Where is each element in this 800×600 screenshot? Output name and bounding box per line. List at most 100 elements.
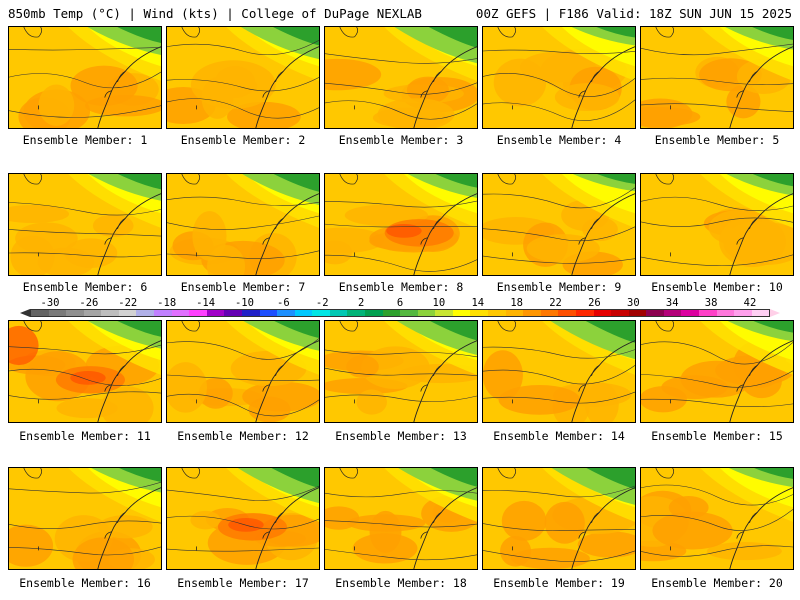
ensemble-member-label: Ensemble Member: 20 xyxy=(651,576,783,590)
colorbar-right-arrow xyxy=(770,309,780,317)
ensemble-member-map xyxy=(324,467,478,570)
colorbar-swatch xyxy=(400,310,418,316)
colorbar-swatch xyxy=(452,310,471,316)
colorbar-tick-label: 22 xyxy=(549,297,562,309)
colorbar-swatch xyxy=(734,310,752,316)
ensemble-member-label: Ensemble Member: 4 xyxy=(496,133,622,147)
colorbar-swatch xyxy=(716,310,735,316)
colorbar-swatch xyxy=(628,310,647,316)
colorbar-tick-label: 26 xyxy=(588,297,601,309)
ensemble-member-map xyxy=(324,26,478,129)
colorbar-swatch xyxy=(206,310,225,316)
colorbar-swatch xyxy=(136,310,155,316)
colorbar-swatch xyxy=(259,310,278,316)
colorbar-tick-label: -2 xyxy=(315,297,329,309)
colorbar-tick-label: -30 xyxy=(40,297,60,309)
ensemble-member-label: Ensemble Member: 5 xyxy=(654,133,780,147)
ensemble-member-label: Ensemble Member: 14 xyxy=(493,429,625,443)
colorbar-swatch xyxy=(101,310,119,316)
colorbar-swatch xyxy=(83,310,102,316)
colorbar-swatch xyxy=(505,310,524,316)
ensemble-member-map xyxy=(324,173,478,276)
ensemble-member-map xyxy=(640,320,794,423)
ensemble-member-map xyxy=(166,26,320,129)
colorbar-tick-label: -22 xyxy=(118,297,138,309)
ensemble-member-label: Ensemble Member: 19 xyxy=(493,576,625,590)
colorbar-swatch xyxy=(294,310,313,316)
colorbar-tick-label: 2 xyxy=(357,297,365,309)
colorbar-swatch xyxy=(558,310,576,316)
ensemble-member-label: Ensemble Member: 3 xyxy=(338,133,464,147)
colorbar-tick-label: -14 xyxy=(196,297,216,309)
ensemble-member-label: Ensemble Member: 6 xyxy=(22,280,148,294)
ensemble-member-label: Ensemble Member: 15 xyxy=(651,429,783,443)
colorbar-swatch xyxy=(31,310,49,316)
ensemble-member-map xyxy=(8,320,162,423)
colorbar-swatch xyxy=(277,310,295,316)
colorbar-strip xyxy=(30,309,770,317)
colorbar-swatch xyxy=(698,310,717,316)
ensemble-member-label: Ensemble Member: 16 xyxy=(19,576,151,590)
colorbar-tick-label: -10 xyxy=(234,297,254,309)
colorbar-swatch xyxy=(382,310,401,316)
colorbar-swatch xyxy=(224,310,242,316)
colorbar-swatch xyxy=(593,310,612,316)
colorbar-tick-label: -18 xyxy=(157,297,177,309)
colorbar-tick-label: 14 xyxy=(471,297,485,309)
colorbar-tick-label: 42 xyxy=(743,297,757,309)
ensemble-member-label: Ensemble Member: 10 xyxy=(651,280,783,294)
colorbar-tick-label: -26 xyxy=(79,297,99,309)
colorbar-swatch xyxy=(154,310,172,316)
colorbar-swatch xyxy=(66,310,84,316)
colorbar-swatch xyxy=(48,310,67,316)
ensemble-member-map xyxy=(482,173,636,276)
colorbar-swatch xyxy=(611,310,629,316)
colorbar-tick-label: 10 xyxy=(432,297,446,309)
colorbar-left-arrow xyxy=(20,309,30,317)
ensemble-member-label: Ensemble Member: 13 xyxy=(335,429,467,443)
ensemble-member-map xyxy=(482,320,636,423)
ensemble-member-map xyxy=(324,320,478,423)
colorbar-swatch xyxy=(171,310,190,316)
colorbar-swatch xyxy=(329,310,348,316)
colorbar-swatch xyxy=(347,310,365,316)
colorbar-swatch xyxy=(488,310,506,316)
ensemble-member-label: Ensemble Member: 9 xyxy=(496,280,622,294)
colorbar-swatch xyxy=(189,310,207,316)
colorbar-swatch xyxy=(417,310,436,316)
colorbar-swatch xyxy=(364,310,383,316)
colorbar-swatch xyxy=(470,310,489,316)
colorbar-swatch xyxy=(663,310,682,316)
ensemble-member-map xyxy=(640,26,794,129)
colorbar-swatch xyxy=(681,310,699,316)
ensemble-member-label: Ensemble Member: 17 xyxy=(177,576,309,590)
colorbar-swatch xyxy=(523,310,541,316)
colorbar-swatch xyxy=(575,310,594,316)
colorbar-swatch xyxy=(751,310,770,316)
colorbar-swatch xyxy=(540,310,559,316)
ensemble-member-map xyxy=(8,26,162,129)
ensemble-member-map xyxy=(166,320,320,423)
colorbar: -30 -26 -22 -18 -14 -10 -6 -2 2 6 10 14 18 22 26 30 34 38… xyxy=(8,297,792,319)
colorbar-tick-label: -6 xyxy=(277,297,290,309)
ensemble-member-label: Ensemble Member: 7 xyxy=(180,280,306,294)
ensemble-member-label: Ensemble Member: 8 xyxy=(338,280,464,294)
ensemble-member-map xyxy=(640,467,794,570)
colorbar-swatch xyxy=(435,310,453,316)
ensemble-member-label: Ensemble Member: 18 xyxy=(335,576,467,590)
ensemble-member-label: Ensemble Member: 11 xyxy=(19,429,151,443)
ensemble-member-map xyxy=(8,467,162,570)
ensemble-member-label: Ensemble Member: 2 xyxy=(180,133,306,147)
ensemble-member-map xyxy=(166,467,320,570)
ensemble-member-map xyxy=(482,26,636,129)
colorbar-tick-label: 30 xyxy=(627,297,640,309)
colorbar-swatch xyxy=(118,310,137,316)
valid-time: 00Z GEFS | F186 Valid: 18Z SUN JUN 15 20… xyxy=(475,6,792,21)
map-title: 850mb Temp (°C) | Wind (kts) | College o… xyxy=(8,6,422,21)
colorbar-tick-label: 18 xyxy=(510,297,523,309)
ensemble-member-label: Ensemble Member: 12 xyxy=(177,429,309,443)
colorbar-swatch xyxy=(312,310,330,316)
ensemble-member-map xyxy=(482,467,636,570)
ensemble-member-map xyxy=(166,173,320,276)
colorbar-tick-label: 34 xyxy=(665,297,679,309)
